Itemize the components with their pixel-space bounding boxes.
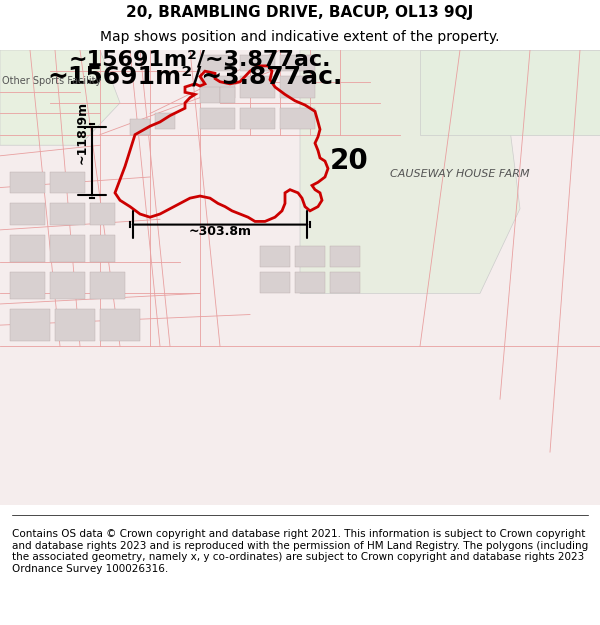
- Text: Other Sports Facility: Other Sports Facility: [2, 76, 101, 86]
- Bar: [280, 55, 315, 71]
- Bar: [10, 235, 45, 262]
- Bar: [330, 272, 360, 293]
- Text: 20, BRAMBLING DRIVE, BACUP, OL13 9QJ: 20, BRAMBLING DRIVE, BACUP, OL13 9QJ: [127, 5, 473, 20]
- Bar: [295, 272, 325, 293]
- Bar: [50, 235, 85, 262]
- Text: ~303.8m: ~303.8m: [188, 225, 251, 238]
- Polygon shape: [420, 50, 600, 134]
- Text: ~15691m²/~3.877ac.: ~15691m²/~3.877ac.: [47, 65, 343, 89]
- Bar: [50, 272, 85, 299]
- Bar: [50, 172, 85, 193]
- Polygon shape: [300, 50, 520, 293]
- Bar: [90, 203, 115, 224]
- Bar: [200, 76, 235, 98]
- Text: CAUSEWAY HOUSE FARM: CAUSEWAY HOUSE FARM: [390, 169, 530, 179]
- Bar: [240, 55, 275, 71]
- Bar: [10, 272, 45, 299]
- Bar: [280, 76, 315, 98]
- Bar: [10, 309, 50, 341]
- Bar: [295, 246, 325, 267]
- Polygon shape: [0, 50, 120, 145]
- Bar: [260, 246, 290, 267]
- Text: 20: 20: [330, 146, 369, 174]
- Bar: [200, 87, 220, 103]
- Bar: [280, 108, 315, 129]
- Bar: [200, 108, 235, 129]
- Bar: [330, 246, 360, 267]
- Bar: [240, 108, 275, 129]
- Bar: [220, 87, 235, 103]
- Text: Contains OS data © Crown copyright and database right 2021. This information is : Contains OS data © Crown copyright and d…: [12, 529, 588, 574]
- Bar: [50, 203, 85, 224]
- Bar: [10, 172, 45, 193]
- Text: ~118.9m: ~118.9m: [76, 101, 89, 164]
- Text: Map shows position and indicative extent of the property.: Map shows position and indicative extent…: [100, 31, 500, 44]
- Bar: [10, 203, 45, 224]
- Bar: [130, 119, 150, 134]
- Text: ~15691m²/~3.877ac.: ~15691m²/~3.877ac.: [69, 50, 331, 70]
- Bar: [100, 309, 140, 341]
- Bar: [240, 76, 275, 98]
- Bar: [90, 235, 115, 262]
- Bar: [155, 114, 175, 129]
- Bar: [260, 272, 290, 293]
- Bar: [90, 272, 125, 299]
- Bar: [200, 55, 235, 71]
- Bar: [55, 309, 95, 341]
